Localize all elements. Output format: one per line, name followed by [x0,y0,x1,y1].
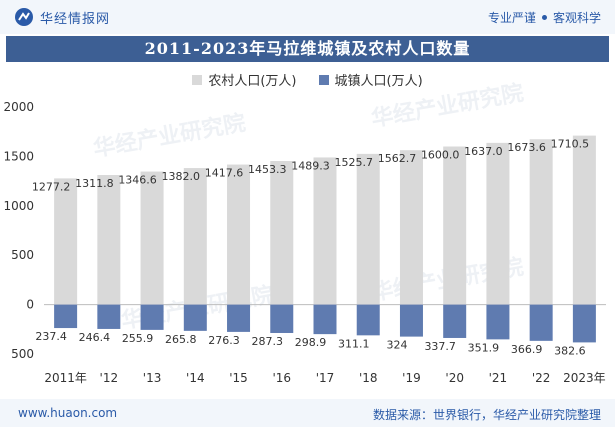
footer-bar: www.huaon.com 数据来源：世界银行，华经产业研究院整理 [0,399,615,427]
legend-swatch-rural [192,74,203,85]
data-label-rural: 1311.8 [75,177,114,190]
data-label-rural: 1562.7 [378,152,417,165]
data-label-rural: 1382.0 [162,170,201,183]
legend-label-rural: 农村人口(万人) [208,74,297,89]
separator-dot-icon [541,15,547,20]
y-tick-label: 0 [26,298,34,312]
bar-urban [529,304,553,341]
tagline-left: 专业严谨 [487,11,536,25]
chart-legend: 农村人口(万人) 城镇人口(万人) [0,70,615,89]
bar-rural [443,146,467,305]
bar-rural [399,150,423,305]
y-tick-label: 1000 [3,199,34,213]
tagline: 专业严谨 客观科学 [488,9,601,26]
data-label-urban: 276.3 [208,334,240,347]
data-label-rural: 1489.3 [291,159,330,172]
x-tick-label: '15 [229,371,248,385]
legend-swatch-urban [318,74,329,85]
y-tick-label: 500 [11,248,34,262]
data-label-urban: 311.1 [338,337,370,350]
bar-rural [572,135,596,305]
bar-urban [356,304,380,336]
bar-urban [227,304,251,332]
bar-rural [356,153,380,305]
x-tick-label: '22 [532,371,551,385]
bar-rural [54,178,78,305]
bar-rural [140,171,164,305]
data-label-urban: 287.3 [252,335,284,348]
x-tick-label: '21 [489,371,508,385]
data-label-urban: 351.9 [468,341,500,354]
bar-urban [313,304,337,335]
data-label-urban: 255.9 [122,332,154,345]
x-tick-label: '13 [143,371,162,385]
data-label-rural: 1710.5 [551,138,590,151]
footer-url-link[interactable]: www.huaon.com [18,406,118,420]
x-tick-label: 2023年 [563,371,606,385]
x-tick-label: '12 [100,371,119,385]
bar-urban [270,304,294,333]
bar-urban [183,304,207,331]
data-label-urban: 366.9 [511,343,543,356]
data-label-urban: 237.4 [35,330,67,343]
site-name: 华经情报网 [40,11,111,27]
bar-rural [313,157,337,305]
x-tick-label: 2011年 [44,371,87,385]
bar-rural [227,164,251,305]
chart-title: 2011-2023年马拉维城镇及农村人口数量 [6,36,609,62]
x-tick-label: '20 [445,371,464,385]
data-label-urban: 265.8 [165,333,197,346]
bar-rural [270,161,294,305]
x-tick-label: '18 [359,371,378,385]
bar-rural [183,168,207,305]
legend-item-urban: 城镇人口(万人) [318,70,423,89]
bar-urban [572,304,596,343]
data-label-urban: 298.9 [295,336,327,349]
data-label-rural: 1525.7 [334,156,373,169]
footer-source: 数据来源：世界银行，华经产业研究院整理 [372,408,601,422]
legend-label-urban: 城镇人口(万人) [334,74,423,89]
bar-urban [486,304,510,340]
data-label-rural: 1600.0 [421,149,460,162]
tagline-right: 客观科学 [552,11,601,25]
x-tick-label: '14 [186,371,205,385]
data-label-urban: 337.7 [424,340,456,353]
data-label-rural: 1637.0 [464,145,503,158]
bar-urban [443,304,467,338]
bar-rural [529,139,553,305]
bar-rural [97,174,121,305]
x-tick-label: '19 [402,371,421,385]
x-tick-label: '16 [272,371,291,385]
data-label-rural: 1277.2 [32,180,71,193]
data-label-urban: 246.4 [79,331,111,344]
data-label-rural: 1417.6 [205,167,244,180]
huajing-logo-icon [15,8,33,26]
x-tick-label: '17 [316,371,335,385]
bar-urban [97,304,121,329]
bar-rural [486,142,510,305]
y-tick-label: 500 [11,347,34,361]
bar-urban [54,304,78,329]
data-label-rural: 1453.3 [248,163,287,176]
y-tick-label: 1500 [3,149,34,163]
data-label-rural: 1346.6 [118,174,157,187]
bar-urban [140,304,164,330]
legend-item-rural: 农村人口(万人) [192,70,297,89]
brand-logo[interactable]: 华经情报网 [14,7,110,27]
data-label-urban: 324 [386,339,407,352]
y-tick-label: 2000 [3,100,34,114]
bar-urban [399,304,423,337]
data-label-urban: 382.6 [554,344,586,357]
data-label-rural: 1673.6 [507,141,546,154]
top-banner: 华经情报网 专业严谨 客观科学 [0,0,615,34]
